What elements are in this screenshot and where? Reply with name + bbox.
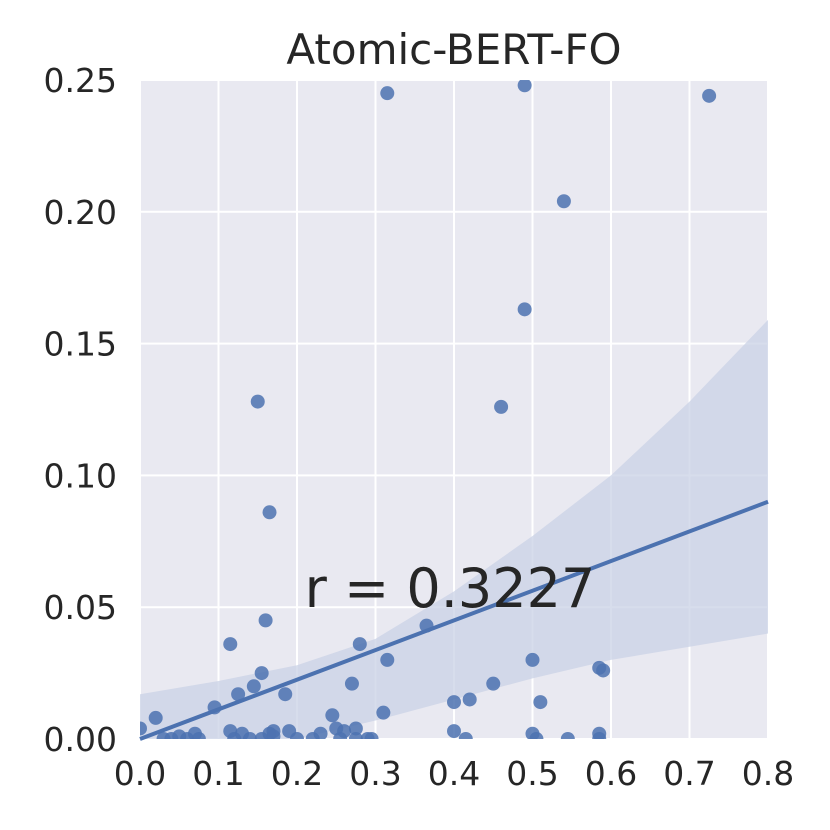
data-point (380, 86, 395, 101)
data-point (517, 302, 532, 317)
data-point (262, 505, 277, 520)
x-tick-label: 0.6 (585, 754, 637, 793)
data-point (344, 676, 359, 691)
data-point (258, 613, 273, 628)
data-point (231, 687, 246, 702)
y-tick-label: 0.25 (44, 61, 117, 100)
data-point (560, 732, 575, 739)
data-point (447, 695, 461, 710)
y-tick-label: 0.15 (44, 325, 117, 364)
data-point (148, 710, 163, 725)
data-point (348, 721, 363, 736)
x-tick-label: 0.3 (349, 754, 401, 793)
data-point (191, 732, 206, 739)
data-point (592, 732, 607, 739)
data-point (702, 88, 717, 103)
data-point (242, 732, 257, 739)
data-point (533, 695, 548, 710)
data-point (376, 705, 391, 720)
data-point (364, 732, 379, 739)
data-points (140, 80, 717, 739)
data-point (325, 708, 340, 723)
regression-line (139, 499, 769, 741)
data-point (556, 194, 571, 209)
x-tick-label: 0.1 (192, 754, 244, 793)
chart-title: Atomic-BERT-FO (286, 25, 621, 74)
correlation-annotation: r = 0.3227 (305, 557, 596, 620)
data-point (223, 637, 238, 652)
y-tick-label: 0.05 (44, 588, 117, 627)
data-point (246, 679, 261, 694)
x-tick-label: 0.0 (114, 754, 166, 793)
y-tick-label: 0.20 (44, 193, 117, 232)
data-point (462, 692, 477, 707)
data-point (447, 724, 461, 739)
x-tick-label: 0.4 (428, 754, 480, 793)
x-tick-label: 0.5 (506, 754, 558, 793)
data-point (352, 637, 367, 652)
y-tick-label: 0.00 (44, 720, 117, 759)
data-point (525, 652, 540, 667)
data-point (266, 724, 281, 739)
x-tick-label: 0.8 (742, 754, 794, 793)
data-point (290, 732, 304, 739)
y-axis-ticks: 0.00 0.05 0.10 0.15 0.20 0.25 (44, 61, 117, 759)
y-tick-label: 0.10 (44, 456, 117, 495)
data-point (278, 687, 293, 702)
x-tick-label: 0.7 (663, 754, 715, 793)
x-axis-ticks: 0.0 0.1 0.2 0.3 0.4 0.5 0.6 0.7 0.8 (114, 754, 794, 793)
confidence-band (140, 319, 768, 739)
x-tick-label: 0.2 (271, 754, 323, 793)
data-point (517, 80, 532, 93)
data-point (486, 676, 501, 691)
data-point (250, 394, 265, 409)
data-point (380, 652, 395, 667)
data-point (494, 399, 509, 414)
data-point (596, 663, 611, 678)
data-point (337, 724, 352, 739)
data-point (254, 666, 269, 681)
data-point (458, 732, 473, 739)
data-point (313, 726, 328, 739)
data-point (529, 732, 544, 739)
data-point (140, 721, 147, 736)
